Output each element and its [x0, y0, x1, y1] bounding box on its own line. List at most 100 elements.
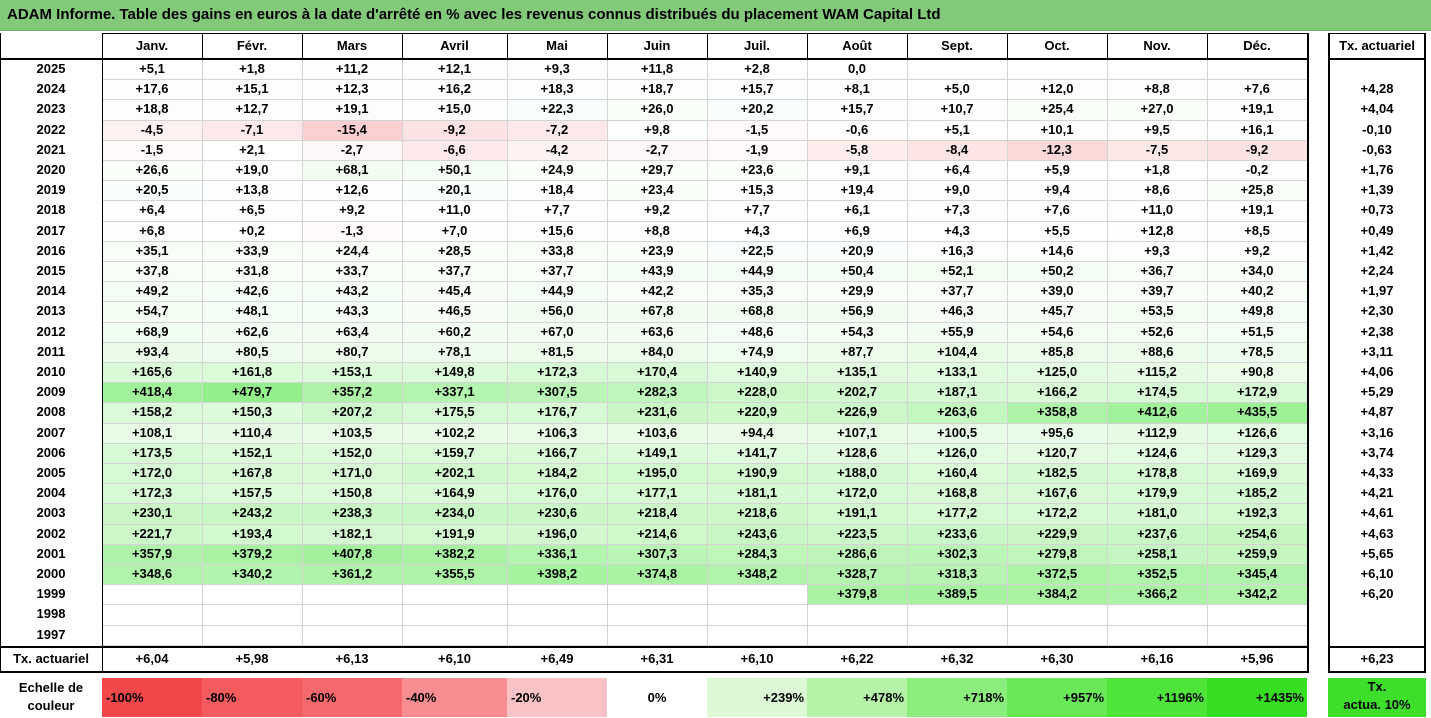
grid-line — [102, 301, 1307, 303]
table-cell: +11,2 — [302, 59, 402, 80]
table-cell: +357,9 — [102, 543, 202, 564]
table-cell: +184,2 — [507, 463, 607, 484]
table-cell: +50,1 — [402, 160, 507, 181]
rate-cell: +5,29 — [1360, 384, 1394, 400]
table-cell: +54,6 — [1007, 321, 1107, 342]
scale-swatch: -100% — [102, 678, 202, 717]
grid-line — [102, 604, 1307, 606]
table-cell: +282,3 — [607, 382, 707, 403]
table-cell: +18,3 — [507, 79, 607, 100]
table-cell: +11,8 — [607, 59, 707, 80]
table-cell: +108,1 — [102, 422, 202, 443]
table-cell: +106,3 — [507, 422, 607, 443]
grid-line — [102, 341, 1307, 343]
rate-cell — [1330, 625, 1424, 645]
table-cell: +78,1 — [402, 341, 507, 362]
table-cell: +20,9 — [807, 240, 907, 261]
table-cell: +51,5 — [1207, 321, 1307, 342]
table-cell: -15,4 — [302, 119, 402, 140]
table-cell: +231,6 — [607, 402, 707, 423]
table-cell: +128,6 — [807, 442, 907, 463]
table-cell: +28,5 — [402, 240, 507, 261]
table-cell — [202, 584, 302, 604]
year-label: 2001 — [36, 545, 66, 561]
table-cell: +37,7 — [907, 281, 1007, 302]
border-line — [1307, 33, 1309, 672]
year-label: 2021 — [36, 141, 66, 157]
table-cell: +361,2 — [302, 564, 402, 585]
table-cell: +43,9 — [607, 261, 707, 282]
table-cell: +9,4 — [1007, 180, 1107, 201]
table-cell: +54,3 — [807, 321, 907, 342]
table-cell: +5,9 — [1007, 160, 1107, 181]
table-cell: +345,4 — [1207, 564, 1307, 585]
scale-swatch: +1196% — [1107, 678, 1207, 717]
table-cell: +40,2 — [1207, 281, 1307, 302]
table-cell: +12,7 — [202, 99, 302, 120]
table-cell: +16,3 — [907, 240, 1007, 261]
year-label: 2002 — [36, 525, 66, 541]
table-cell: +24,4 — [302, 240, 402, 261]
table-cell: +52,1 — [907, 261, 1007, 282]
table-cell: -2,7 — [607, 139, 707, 160]
year-label: 2015 — [36, 263, 66, 278]
table-cell: +178,8 — [1107, 463, 1207, 484]
table-cell: +16,2 — [402, 79, 507, 100]
grid-line — [202, 59, 203, 645]
table-cell: +48,6 — [707, 321, 807, 342]
table-cell: +357,2 — [302, 382, 402, 403]
table-cell: +49,2 — [102, 281, 202, 302]
table-cell: +110,4 — [202, 422, 302, 443]
table-cell: +23,4 — [607, 180, 707, 201]
table-cell — [807, 604, 907, 624]
table-cell — [507, 625, 607, 645]
table-cell: +196,0 — [507, 523, 607, 544]
rate-cell: +4,21 — [1360, 485, 1394, 501]
rate-cell — [1330, 59, 1424, 79]
table-cell: +5,1 — [102, 59, 202, 80]
table-cell: +8,1 — [807, 79, 907, 100]
year-label: 2018 — [36, 202, 66, 218]
table-cell: +187,1 — [907, 382, 1007, 403]
footer-cell: +6,32 — [940, 650, 974, 666]
border-line — [1007, 33, 1008, 59]
table-cell: +254,6 — [1207, 523, 1307, 544]
border-line — [1328, 670, 1426, 673]
table-cell: +9,2 — [607, 200, 707, 221]
table-cell: +126,6 — [1207, 422, 1307, 443]
table-cell: +9,3 — [1107, 240, 1207, 261]
table-cell: +62,6 — [202, 321, 302, 342]
table-cell: +37,8 — [102, 261, 202, 282]
table-cell: -2,7 — [302, 139, 402, 160]
footer-cell: +6,22 — [840, 650, 874, 666]
year-label: 2011 — [36, 343, 66, 359]
table-cell: +190,9 — [707, 463, 807, 484]
table-cell: +181,0 — [1107, 503, 1207, 524]
table-cell: +237,6 — [1107, 523, 1207, 544]
rate-cell: +4,06 — [1360, 364, 1394, 379]
table-cell: +418,4 — [102, 382, 202, 403]
footer-cell: +6,49 — [540, 650, 574, 666]
table-cell — [1107, 604, 1207, 624]
table-cell: +214,6 — [607, 523, 707, 544]
table-cell: +202,7 — [807, 382, 907, 403]
table-cell: +185,2 — [1207, 483, 1307, 504]
table-cell: -7,1 — [202, 119, 302, 140]
table-cell — [102, 584, 202, 604]
table-cell: +81,5 — [507, 341, 607, 362]
table-cell: +11,0 — [402, 200, 507, 221]
table-cell — [507, 604, 607, 624]
table-cell — [202, 604, 302, 624]
grid-line — [807, 59, 808, 645]
table-cell: +42,2 — [607, 281, 707, 302]
footer-cell: +5,96 — [1240, 650, 1274, 666]
table-cell: +63,4 — [302, 321, 402, 342]
year-label: 2025 — [36, 61, 66, 76]
table-cell: +18,7 — [607, 79, 707, 100]
table-cell — [302, 604, 402, 624]
grid-line — [102, 543, 1307, 545]
table-cell: +230,1 — [102, 503, 202, 524]
table-cell: +348,6 — [102, 564, 202, 585]
table-cell: +129,3 — [1207, 442, 1307, 463]
border-line — [1328, 645, 1426, 648]
